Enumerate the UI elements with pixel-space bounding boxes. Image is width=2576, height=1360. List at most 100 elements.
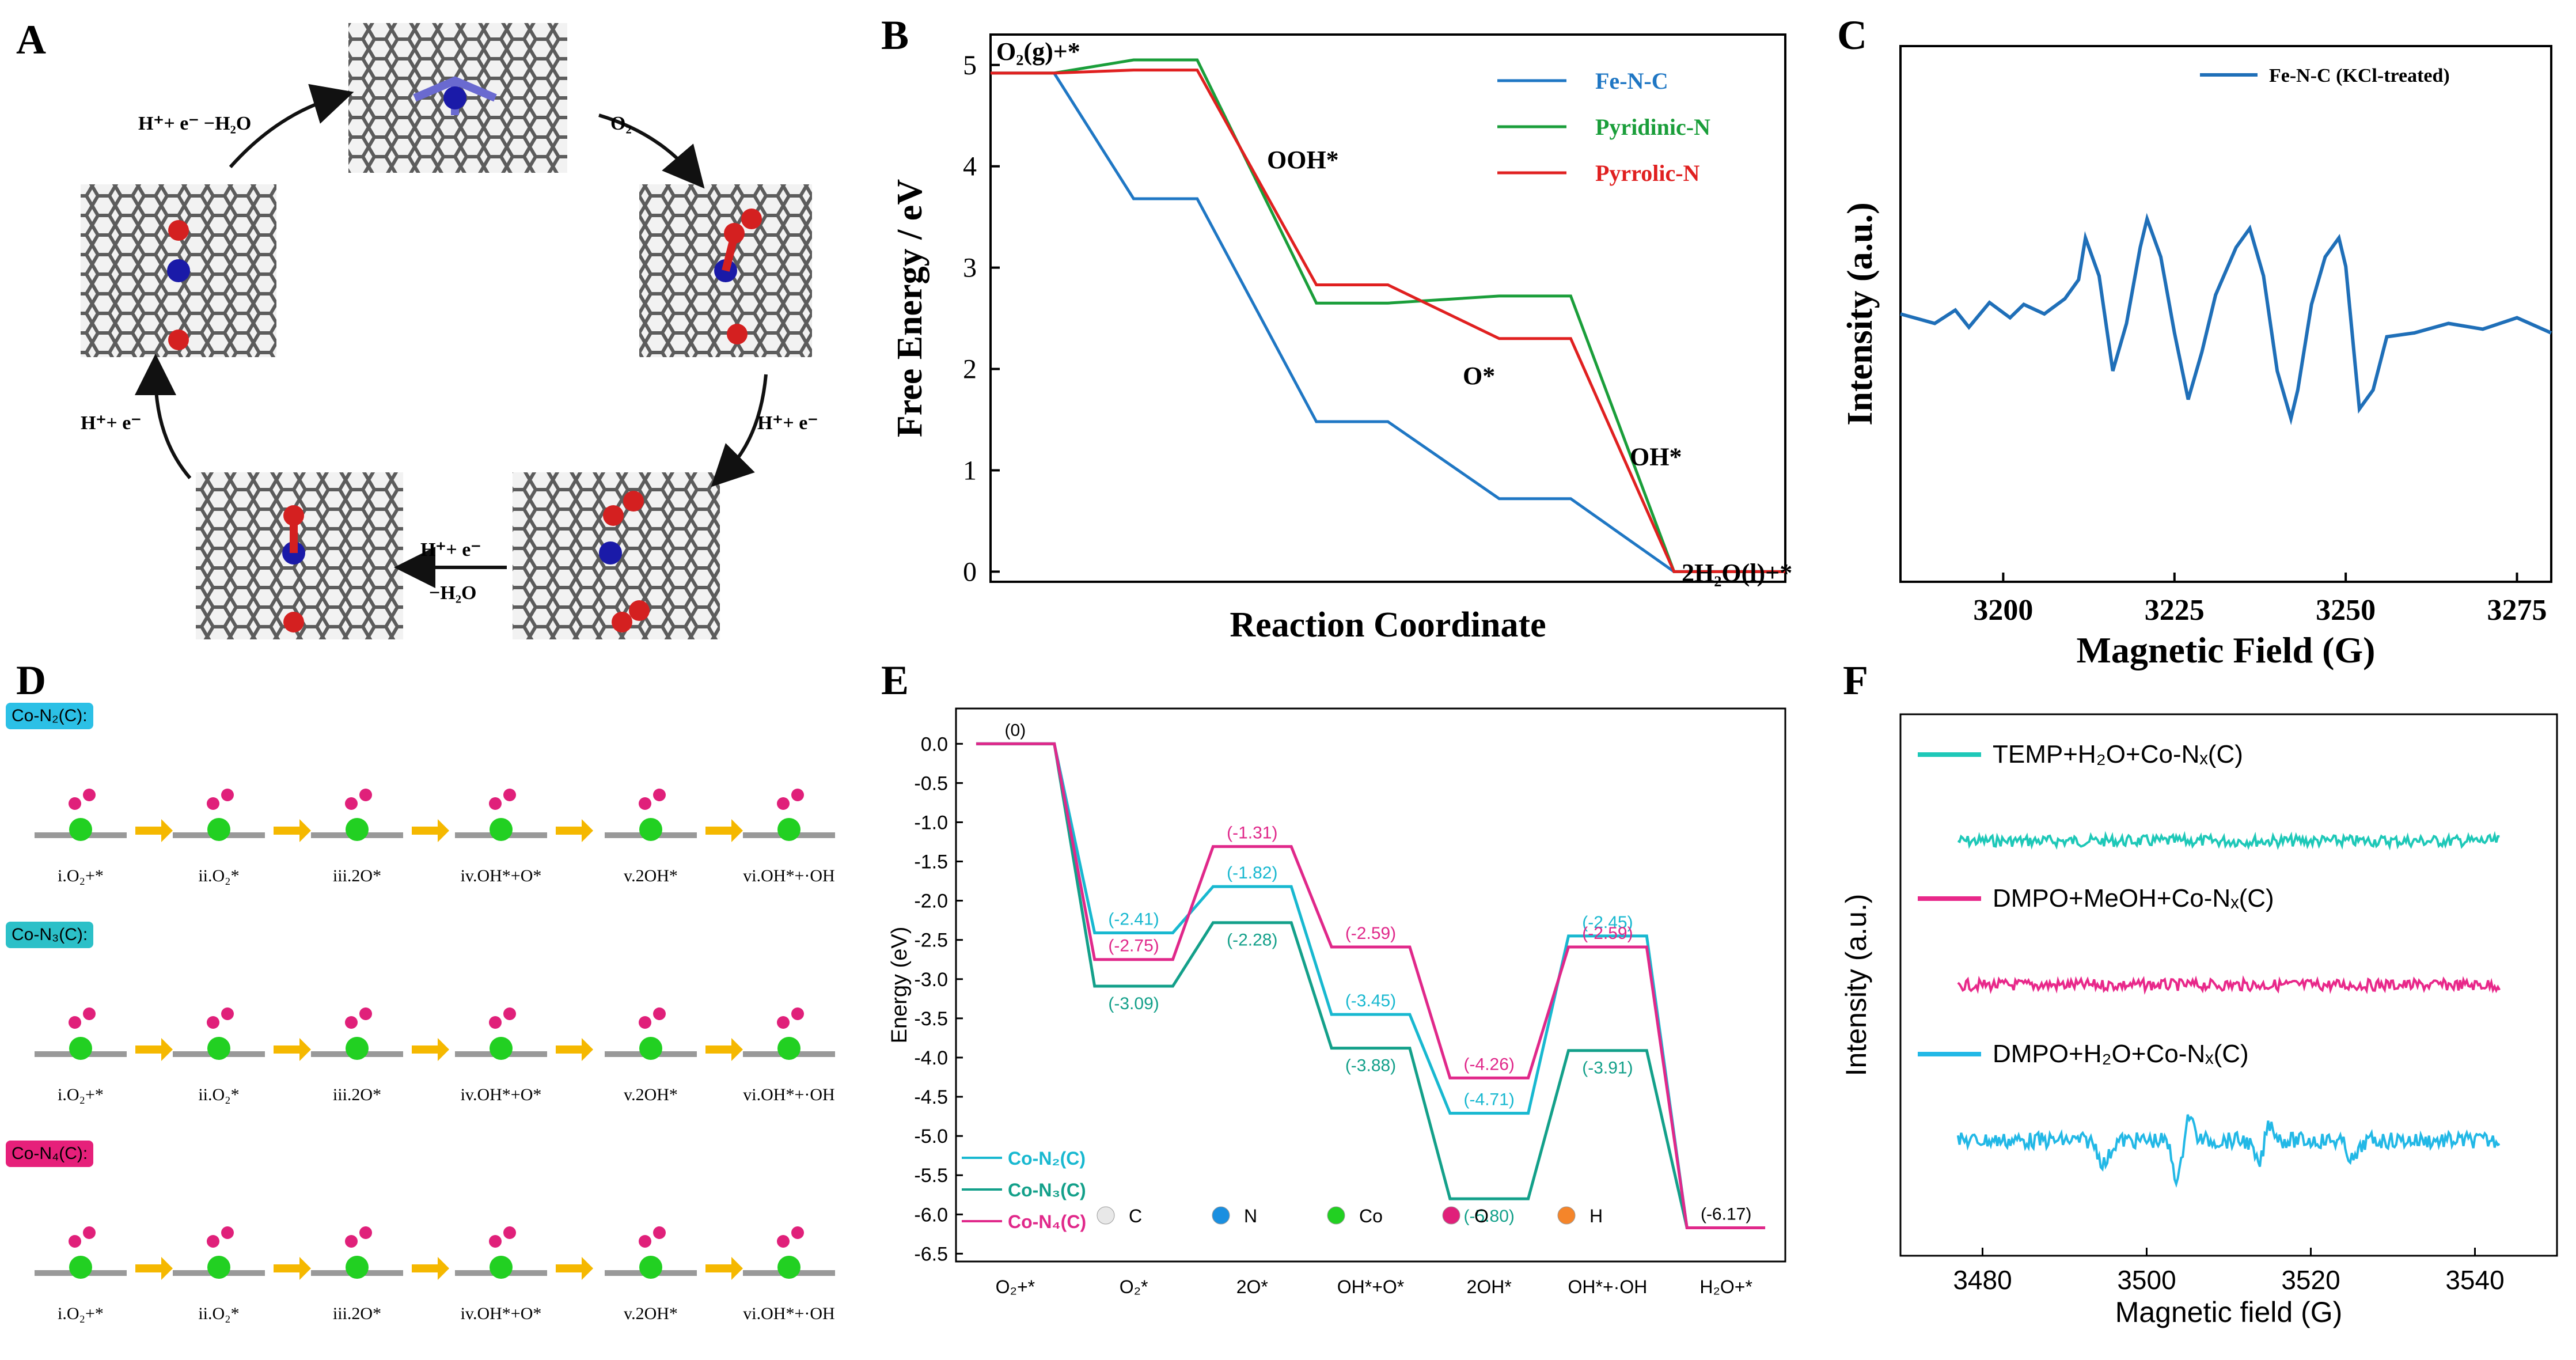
data-label-e-end: (-6.17)	[1701, 1204, 1751, 1223]
panel-e-chart: 0.0 -0.5 -1.0 -1.5 -2.0 -2.5 -3.0 -3.5 -4.0 -4.5 -…	[887, 707, 1786, 1297]
o-atom	[221, 1226, 234, 1239]
x-category-e: OH*+O*	[1337, 1276, 1404, 1297]
panel-d-structures: Co-N₂(C): i.O₂+* ii.O₂* iii.2O* iv.OH*+O* v.2…	[0, 703, 881, 1348]
o-atom	[207, 797, 219, 810]
y-tick-label-b: 0	[963, 556, 977, 587]
o-atom	[489, 1235, 502, 1248]
step-label: vi.OH*+·OH	[743, 1085, 834, 1104]
step-label: iii.2O*	[333, 1085, 381, 1104]
step-label: v.2OH*	[624, 866, 678, 885]
co-atom	[346, 1037, 369, 1060]
x-tick-label-f: 3540	[2445, 1265, 2504, 1295]
data-label-e: (-2.28)	[1227, 931, 1277, 950]
o-atom	[221, 789, 234, 801]
data-label-e: (-2.41)	[1108, 910, 1159, 929]
atom-legend-label: C	[1129, 1206, 1142, 1226]
row-tag: Co-N₃(C):	[6, 922, 94, 948]
data-label-e: (-3.88)	[1345, 1056, 1396, 1075]
annotation-b: OH*	[1630, 443, 1682, 471]
o-atom	[359, 1226, 372, 1239]
data-label-e-start: (0)	[1005, 721, 1026, 740]
step-label: i.O₂+*	[58, 866, 104, 885]
o-atom	[345, 1235, 358, 1248]
legend-label-e: Co-N₂(C)	[1008, 1148, 1086, 1169]
label-a-top-left: H⁺+ e⁻ −H₂O	[138, 113, 251, 134]
step-label: i.O₂+*	[58, 1085, 104, 1104]
o-atom	[207, 1016, 219, 1029]
data-label-e: (-4.26)	[1464, 1055, 1515, 1074]
data-label-e: (-2.59)	[1582, 924, 1633, 943]
co-atom	[639, 818, 662, 841]
label-a-bottom-1: H⁺+ e⁻	[420, 539, 481, 560]
o-atom	[83, 1007, 96, 1020]
x-tick-label-c: 3225	[2145, 594, 2205, 627]
panel-label-a: A	[16, 17, 46, 63]
panel-b-chart: 0 1 2 3 4 5 Free Energy / eV Reaction Coordinat…	[890, 33, 1792, 645]
y-axis-title-f: Intensity (a.u.)	[1840, 894, 1872, 1077]
panel-c-chart: 3200 3225 3250 3275 Magnetic Field (G) Intens…	[1841, 45, 2552, 670]
x-tick-label-f: 3520	[2281, 1265, 2340, 1295]
sheet-top	[348, 23, 567, 173]
o-atom	[83, 789, 96, 801]
co-atom	[490, 818, 513, 841]
row-structures: i.O₂+* ii.O₂* iii.2O* iv.OH*+O* v.2OH* vi.OH*…	[35, 789, 835, 885]
step-label: iii.2O*	[333, 866, 381, 885]
y-tick-label-e: 0.0	[921, 733, 948, 755]
y-tick-label-e: -2.0	[914, 891, 948, 912]
y-tick-label-e: -1.5	[914, 851, 948, 873]
o-atom	[69, 1016, 81, 1029]
atom-legend-label: N	[1244, 1206, 1257, 1226]
series-line-fe-n-c	[991, 71, 1785, 573]
data-label-e: (-4.71)	[1464, 1090, 1515, 1109]
o-atom	[359, 789, 372, 801]
o-atom	[345, 797, 358, 810]
y-tick-label-e: -0.5	[914, 772, 948, 794]
legend-label-f: TEMP+H₂O+Co-Nₓ(C)	[1993, 740, 2243, 768]
annotation-b: O*	[1463, 362, 1495, 390]
data-label-e: (-2.59)	[1345, 924, 1396, 943]
legend-label-b: Pyrrolic-N	[1595, 160, 1700, 186]
y-tick-label-e: -5.0	[914, 1126, 948, 1147]
data-label-e: (-1.31)	[1227, 824, 1277, 843]
legend-label-c: Fe-N-C (KCl-treated)	[2269, 65, 2450, 86]
y-tick-label-b: 2	[963, 354, 977, 385]
y-tick-label-e: -2.5	[914, 930, 948, 952]
co-atom	[346, 818, 369, 841]
epr-trace-f	[1956, 1114, 2501, 1188]
o-atom	[503, 1226, 516, 1239]
step-arrow	[135, 819, 173, 842]
epr-trace-f	[1957, 831, 2500, 851]
panel-a-cycle: H⁺+ e⁻ −H₂O O₂ H⁺+ e⁻ H⁺+ e⁻ −H₂O H⁺+ e⁻	[81, 23, 818, 639]
series-line-pyridinic-n	[991, 58, 1785, 573]
y-tick-label-e: -4.0	[914, 1047, 948, 1069]
y-tick-label-e: -6.0	[914, 1204, 948, 1226]
fe-atom	[443, 86, 466, 109]
legend-label-e: Co-N₄(C)	[1008, 1211, 1086, 1232]
panel-label-d: D	[16, 657, 46, 703]
series-line-e	[976, 742, 1766, 1229]
step-arrow	[135, 1038, 173, 1061]
step-label: iv.OH*+O*	[461, 1085, 542, 1104]
o-atom	[345, 1016, 358, 1029]
panel-label-c: C	[1837, 12, 1867, 58]
legend-label-e: Co-N₃(C)	[1008, 1180, 1086, 1200]
o-atom	[791, 789, 804, 801]
o-atom	[359, 1007, 372, 1020]
legend-label-b: Pyridinic-N	[1595, 114, 1710, 140]
x-tick-label-c: 3275	[2487, 594, 2547, 627]
step-label: vi.OH*+·OH	[743, 866, 834, 885]
y-tick-label-b: 4	[963, 151, 977, 182]
sheet-right	[639, 184, 812, 357]
o-atom	[653, 1007, 666, 1020]
x-axis-title-c: Magnetic Field (G)	[2077, 630, 2376, 670]
o-atom	[791, 1226, 804, 1239]
data-label-e: (-1.82)	[1227, 863, 1277, 882]
step-arrow	[705, 1257, 743, 1280]
co-atom	[639, 1256, 662, 1279]
o-atom	[83, 1226, 96, 1239]
data-label-e: (-3.91)	[1582, 1059, 1633, 1078]
plot-frame-b	[989, 33, 1786, 583]
x-tick-label-c: 3200	[1973, 594, 2033, 627]
step-label: iv.OH*+O*	[461, 1304, 542, 1323]
epr-trace-f	[1957, 975, 2501, 995]
